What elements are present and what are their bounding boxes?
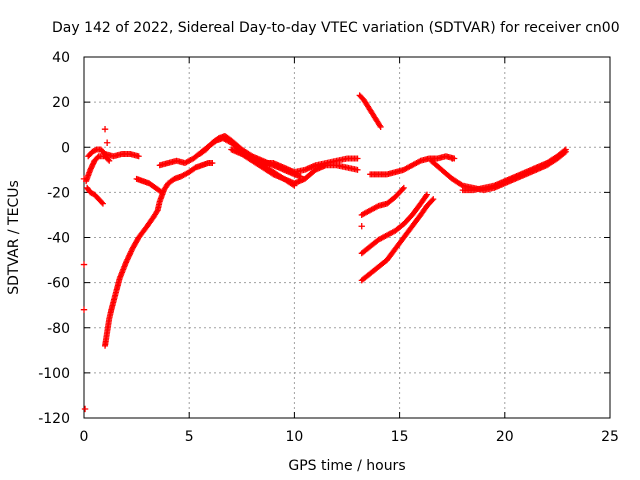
arc-j-point (377, 123, 384, 130)
arc-o-point (458, 181, 465, 188)
outliers-point (80, 175, 88, 183)
arc-d-point (135, 153, 142, 160)
arc-p-point (561, 147, 568, 154)
axis-ticks: 0 5 10 15 20 25 40 20 0 -20 -40 -60 -80 -100 -120 (38, 50, 619, 445)
arc-m-point (430, 196, 437, 203)
y-tick-label: -40 (47, 231, 70, 247)
y-tick-label: -20 (47, 185, 70, 201)
outliers-point (80, 306, 88, 313)
arc-a-rise-point (209, 160, 216, 167)
arc-e-point (158, 189, 165, 196)
arc-h-point (354, 166, 361, 173)
arc-b-point (98, 199, 105, 206)
x-tick-label: 15 (391, 429, 409, 445)
arc-l-point (423, 191, 430, 198)
y-tick-label: -120 (38, 411, 70, 427)
x-tick-label: 25 (601, 429, 619, 445)
arc-k-point (400, 184, 407, 191)
plot-frame (83, 56, 611, 419)
y-tick-label: 40 (52, 50, 70, 66)
arc-p-point (562, 146, 569, 153)
data-marks (80, 92, 569, 413)
x-axis-label: GPS time / hours (288, 458, 405, 474)
y-tick-label: 20 (52, 95, 70, 111)
outliers-point (103, 139, 111, 146)
outliers-point (81, 405, 89, 413)
x-tick-label: 0 (80, 429, 89, 445)
arc-m-point (429, 197, 436, 204)
arc-i-point (354, 155, 361, 162)
arc-b-point (99, 200, 106, 207)
arc-e-point (157, 188, 164, 195)
y-tick-label: -60 (47, 276, 70, 292)
y-axis-label: SDTVAR / TECUs (6, 180, 22, 295)
y-tick-label: 0 (61, 140, 70, 156)
grid-lines (84, 57, 610, 418)
outliers-point (358, 223, 365, 230)
chart-title: Day 142 of 2022, Sidereal Day-to-day VTE… (52, 20, 620, 36)
outliers-point (80, 261, 88, 268)
outliers-point (449, 155, 456, 162)
x-tick-label: 10 (285, 429, 303, 445)
y-tick-label: -100 (38, 366, 70, 382)
x-tick-label: 5 (185, 429, 194, 445)
arc-c-point (106, 157, 113, 164)
arc-k-point (399, 185, 406, 192)
outliers-point (101, 126, 109, 133)
arc-l-point (423, 192, 430, 199)
x-tick-label: 20 (496, 429, 514, 445)
y-tick-label: -80 (47, 321, 70, 337)
